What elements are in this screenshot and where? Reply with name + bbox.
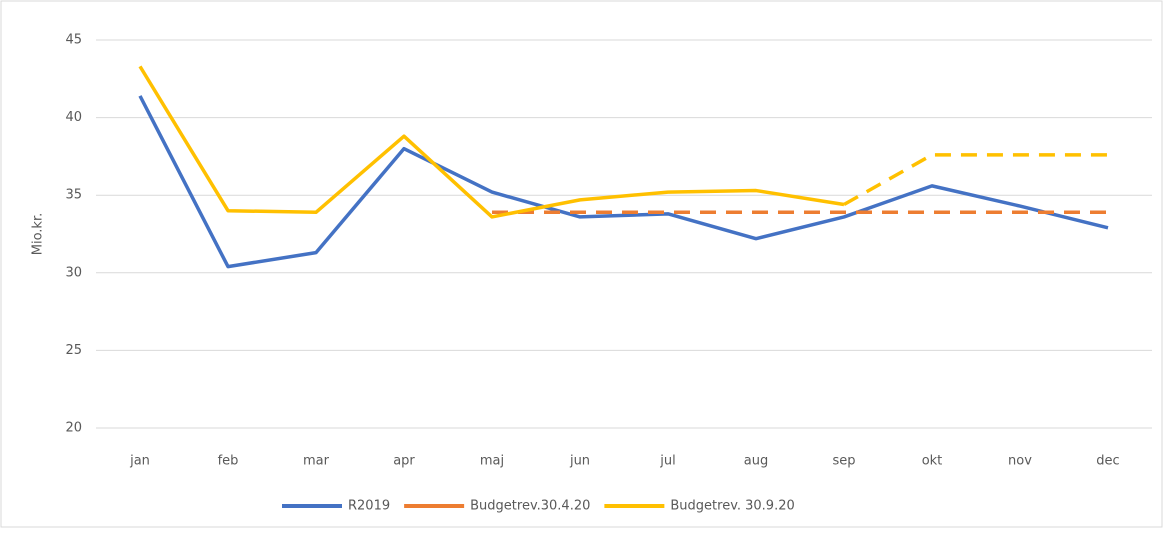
y-tick-label: 30 — [65, 265, 82, 280]
y-tick-label: 40 — [65, 110, 82, 125]
y-tick-label: 35 — [65, 188, 82, 203]
x-tick-label: apr — [393, 454, 415, 469]
series-line — [138, 95, 1109, 269]
x-tick-label: aug — [744, 454, 768, 469]
y-tick-label: 25 — [65, 343, 82, 358]
x-tick-label: nov — [1008, 454, 1032, 469]
x-tick-label: sep — [832, 454, 855, 469]
legend-label: Budgetrev. 30.9.20 — [670, 499, 794, 514]
y-axis-label: Mio.kr. — [31, 213, 46, 256]
series-line — [138, 65, 845, 219]
y-tick-label: 20 — [65, 421, 82, 436]
x-tick-label: okt — [922, 454, 943, 469]
x-tick-label: mar — [303, 454, 330, 469]
x-tick-label: feb — [218, 454, 239, 469]
series-line — [843, 153, 1108, 207]
x-tick-label: jul — [659, 454, 675, 469]
x-tick-label: jun — [569, 454, 590, 469]
legend-label: R2019 — [348, 499, 390, 514]
x-tick-label: dec — [1096, 454, 1119, 469]
x-tick-label: jan — [129, 454, 150, 469]
legend-label: Budgetrev.30.4.20 — [470, 499, 590, 514]
x-tick-label: maj — [480, 454, 504, 469]
y-tick-label: 45 — [65, 33, 82, 48]
